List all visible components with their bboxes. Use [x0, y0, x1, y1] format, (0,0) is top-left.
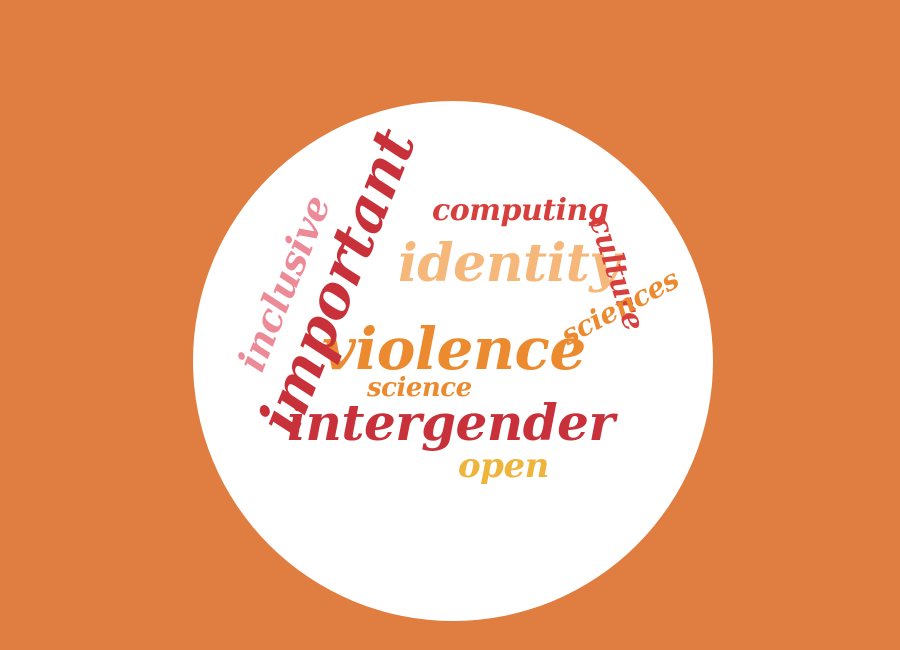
word-intergender: intergender — [287, 393, 615, 452]
word-violence: violence — [322, 315, 586, 383]
word-cloud-circle — [193, 101, 713, 621]
word-open: open — [458, 446, 549, 486]
word-computing: computing — [432, 193, 609, 228]
word-science: science — [367, 373, 472, 403]
word-identity: identity — [398, 233, 620, 294]
